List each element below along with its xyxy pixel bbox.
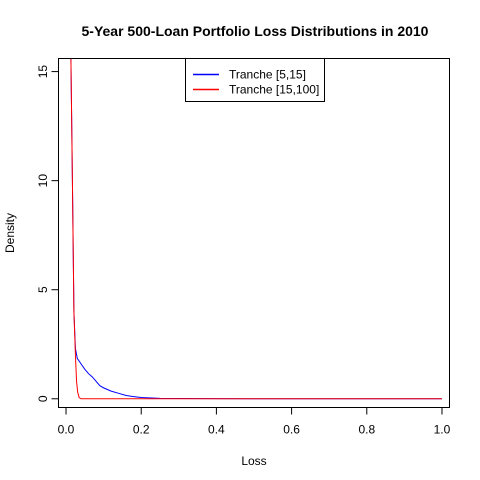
x-axis-label: Loss — [241, 454, 266, 468]
chart-title: 5-Year 500-Loan Portfolio Loss Distribut… — [82, 23, 429, 39]
x-tick-label-2: 0.4 — [208, 423, 225, 437]
legend-label-tranche-15-100: Tranche [15,100] — [229, 83, 319, 97]
y-tick-label-3: 15 — [36, 65, 50, 79]
y-tick-label-2: 10 — [36, 174, 50, 188]
y-tick-label-1: 5 — [36, 286, 50, 293]
x-tick-label-3: 0.6 — [283, 423, 300, 437]
x-tick-label-4: 0.8 — [358, 423, 375, 437]
x-axis: 0.0 0.2 0.4 0.6 0.8 1.0 — [58, 407, 451, 437]
legend-label-tranche-5-15: Tranche [5,15] — [229, 68, 306, 82]
legend: Tranche [5,15] Tranche [15,100] — [185, 58, 325, 102]
plot-series-group — [70, 58, 442, 400]
x-tick-label-5: 1.0 — [434, 423, 451, 437]
x-tick-label-0: 0.0 — [58, 423, 75, 437]
series-line-0 — [70, 58, 442, 400]
y-axis-label: Density — [3, 213, 17, 253]
legend-box — [185, 58, 325, 102]
x-tick-label-1: 0.2 — [133, 423, 150, 437]
y-axis: 0 5 10 15 — [36, 65, 59, 402]
series-line-1 — [70, 58, 442, 400]
y-tick-label-0: 0 — [36, 395, 50, 402]
plot-frame — [58, 58, 450, 408]
